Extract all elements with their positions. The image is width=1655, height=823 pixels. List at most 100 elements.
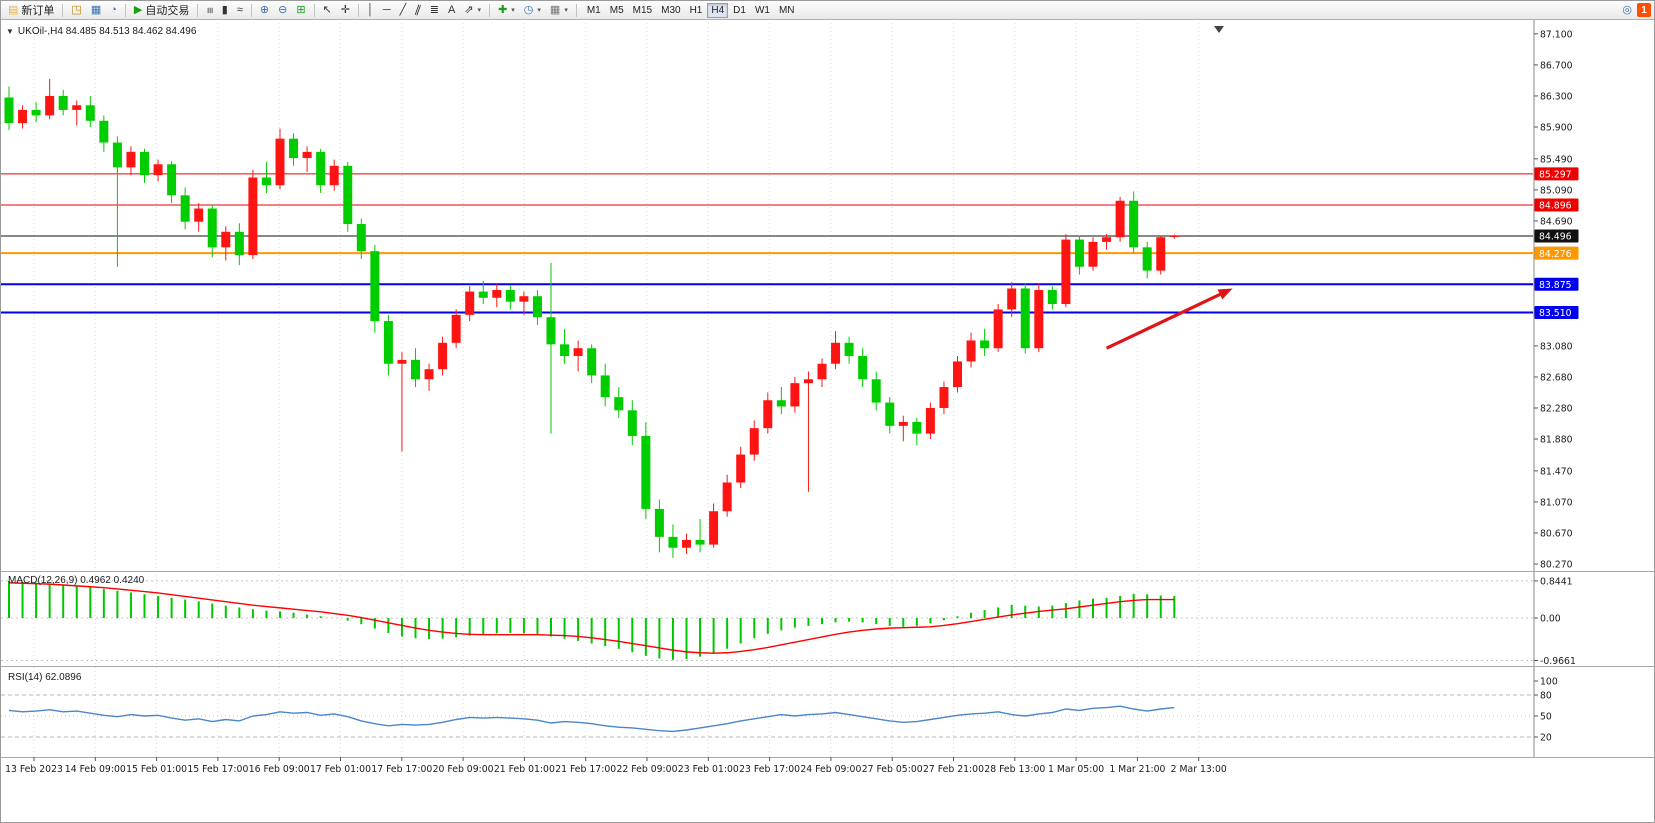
chart-shift-marker[interactable]	[1214, 26, 1224, 33]
new-order-button[interactable]: ▤ 新订单	[4, 2, 58, 18]
candlestick-chart-icon-glyph: ▮	[221, 3, 228, 16]
svg-text:81.470: 81.470	[1540, 466, 1573, 477]
rsi-line	[8, 705, 1175, 733]
svg-text:15 Feb 01:00: 15 Feb 01:00	[126, 764, 187, 775]
crosshair-icon[interactable]: ✛	[337, 2, 354, 18]
level-lines[interactable]	[1, 173, 1533, 314]
notification-badge[interactable]: 1	[1637, 3, 1651, 17]
timeframe-d1[interactable]: D1	[729, 3, 750, 18]
svg-text:85.490: 85.490	[1540, 154, 1573, 165]
svg-text:22 Feb 09:00: 22 Feb 09:00	[617, 764, 678, 775]
periods-icon[interactable]: ◷ ▾	[520, 2, 545, 18]
zoom-out-icon-glyph: ⊖	[278, 3, 288, 16]
toolbar-separator	[124, 3, 126, 17]
svg-text:20: 20	[1540, 733, 1552, 744]
timeframe-mn[interactable]: MN	[775, 3, 799, 18]
history-center-icon[interactable]: ◳	[67, 2, 85, 18]
timeframe-h1[interactable]: H1	[686, 3, 707, 18]
vertical-line-icon[interactable]: │	[363, 2, 378, 18]
trend-arrow-head	[1217, 288, 1233, 300]
svg-text:21 Feb 17:00: 21 Feb 17:00	[555, 764, 616, 775]
timeframe-h4[interactable]: H4	[707, 2, 729, 18]
svg-text:84.276: 84.276	[1539, 249, 1572, 260]
candlestick-chart-icon[interactable]: ▮	[218, 2, 232, 18]
macd-pane	[1, 580, 1533, 662]
svg-text:80: 80	[1540, 691, 1552, 702]
bar-chart-icon[interactable]: ≡	[202, 2, 216, 18]
trend-arrow-annotation[interactable]	[1105, 293, 1221, 350]
svg-text:84.896: 84.896	[1539, 201, 1572, 212]
svg-text:28 Feb 13:00: 28 Feb 13:00	[984, 764, 1045, 775]
timeframe-m30[interactable]: M30	[657, 3, 684, 18]
fibonacci-icon[interactable]: ≣	[426, 2, 443, 18]
macd-signal-line	[8, 582, 1175, 654]
indicators-icon-caret: ▾	[511, 7, 515, 14]
templates-icon[interactable]: ▦ ▾	[546, 2, 572, 18]
refresh-icon[interactable]: ◔	[106, 2, 121, 18]
toolbar-separator	[62, 3, 64, 17]
templates-icon-caret: ▾	[564, 7, 568, 14]
svg-text:1 Mar 05:00: 1 Mar 05:00	[1048, 764, 1104, 775]
tile-windows-icon-glyph: ⊞	[296, 3, 306, 16]
time-axis[interactable]: 13 Feb 2023 14 Feb 09:00 15 Feb 01:00 15 Fe…	[5, 757, 1227, 775]
price-axis[interactable]: 87.100 86.700 86.300 85.900 85.490 85.090 84.6…	[1534, 29, 1576, 744]
svg-text:27 Feb 05:00: 27 Feb 05:00	[862, 764, 923, 775]
zoom-out-icon[interactable]: ⊖	[274, 2, 291, 18]
chart-title-text: UKOil-,H4 84.485 84.513 84.462 84.496	[17, 26, 197, 37]
timeframe-m15[interactable]: M15	[629, 3, 656, 18]
toolbar-separator	[197, 3, 199, 17]
svg-text:14 Feb 09:00: 14 Feb 09:00	[65, 764, 126, 775]
rsi-pane	[1, 694, 1533, 738]
svg-text:13 Feb 2023: 13 Feb 2023	[5, 764, 63, 775]
toolbar-separator	[313, 3, 315, 17]
svg-text:21 Feb 01:00: 21 Feb 01:00	[494, 764, 555, 775]
svg-text:83.510: 83.510	[1539, 308, 1572, 319]
templates-icon-glyph: ▦	[549, 3, 561, 16]
refresh-icon-glyph: ◔	[110, 3, 117, 16]
autotrading-button[interactable]: ▶ 自动交易	[130, 2, 193, 18]
trendline-icon[interactable]: ╱	[396, 2, 411, 18]
one-click-trading-toggle[interactable]: ▼	[6, 27, 14, 36]
svg-text:84.690: 84.690	[1540, 216, 1573, 227]
svg-text:0.00: 0.00	[1540, 614, 1561, 625]
svg-text:17 Feb 01:00: 17 Feb 01:00	[310, 764, 371, 775]
arrows-tool-icon-caret: ▾	[477, 7, 482, 14]
macd-label-text: MACD(12,26,9) 0.4962 0.4240	[8, 575, 145, 586]
zoom-in-icon[interactable]: ⊕	[256, 2, 273, 18]
svg-text:17 Feb 17:00: 17 Feb 17:00	[371, 764, 432, 775]
svg-text:83.080: 83.080	[1540, 341, 1573, 352]
timeframe-m1[interactable]: M1	[583, 3, 605, 18]
timeframe-w1[interactable]: W1	[751, 3, 774, 18]
macd-histogram	[8, 581, 1176, 660]
chart-area[interactable]: 87.100 86.700 86.300 85.900 85.490 85.090 84.6…	[1, 20, 1655, 823]
chart-canvas[interactable]: 87.100 86.700 86.300 85.900 85.490 85.090 84.6…	[1, 20, 1655, 823]
channel-icon[interactable]: ∥	[411, 2, 425, 18]
line-chart-icon-glyph: ≈	[236, 3, 243, 16]
timeframe-m5[interactable]: M5	[606, 3, 628, 18]
arrows-tool-icon[interactable]: ⇗ ▾	[460, 2, 485, 18]
svg-text:16 Feb 09:00: 16 Feb 09:00	[249, 764, 310, 775]
new-order-button-label: 新订单	[21, 5, 55, 17]
tile-windows-icon[interactable]: ⊞	[292, 2, 309, 18]
cursor-icon[interactable]: ↖	[319, 2, 336, 18]
svg-text:27 Feb 21:00: 27 Feb 21:00	[923, 764, 984, 775]
vertical-line-icon-glyph: │	[366, 3, 374, 16]
search-icon[interactable]: ◎	[1618, 2, 1636, 18]
text-tool-icon[interactable]: A	[444, 2, 459, 18]
time-gridlines	[33, 23, 1200, 757]
indicators-icon[interactable]: ✚ ▾	[494, 2, 519, 18]
autotrading-button-glyph: ▶	[133, 3, 143, 16]
price-axis-background	[1534, 20, 1654, 822]
line-chart-icon[interactable]: ≈	[233, 2, 247, 18]
periods-icon-caret: ▾	[537, 7, 541, 14]
timeframe-toolbar: M1 M5 M15 M30 H1 H4 D1 W1 MN	[583, 2, 799, 18]
open-chart-icon[interactable]: ▦	[87, 2, 105, 18]
horizontal-line-icon[interactable]: ─	[379, 2, 395, 18]
new-order-button-glyph: ▤	[8, 3, 19, 16]
svg-text:2 Mar 13:00: 2 Mar 13:00	[1171, 764, 1227, 775]
trendline-icon-glyph: ╱	[399, 3, 407, 16]
rsi-label-text: RSI(14) 62.0896	[8, 672, 82, 683]
chart-title: ▼ UKOil-,H4 84.485 84.513 84.462 84.496	[6, 26, 196, 37]
open-chart-icon-glyph: ▦	[90, 3, 102, 16]
channel-icon-glyph: ∥	[413, 2, 423, 17]
